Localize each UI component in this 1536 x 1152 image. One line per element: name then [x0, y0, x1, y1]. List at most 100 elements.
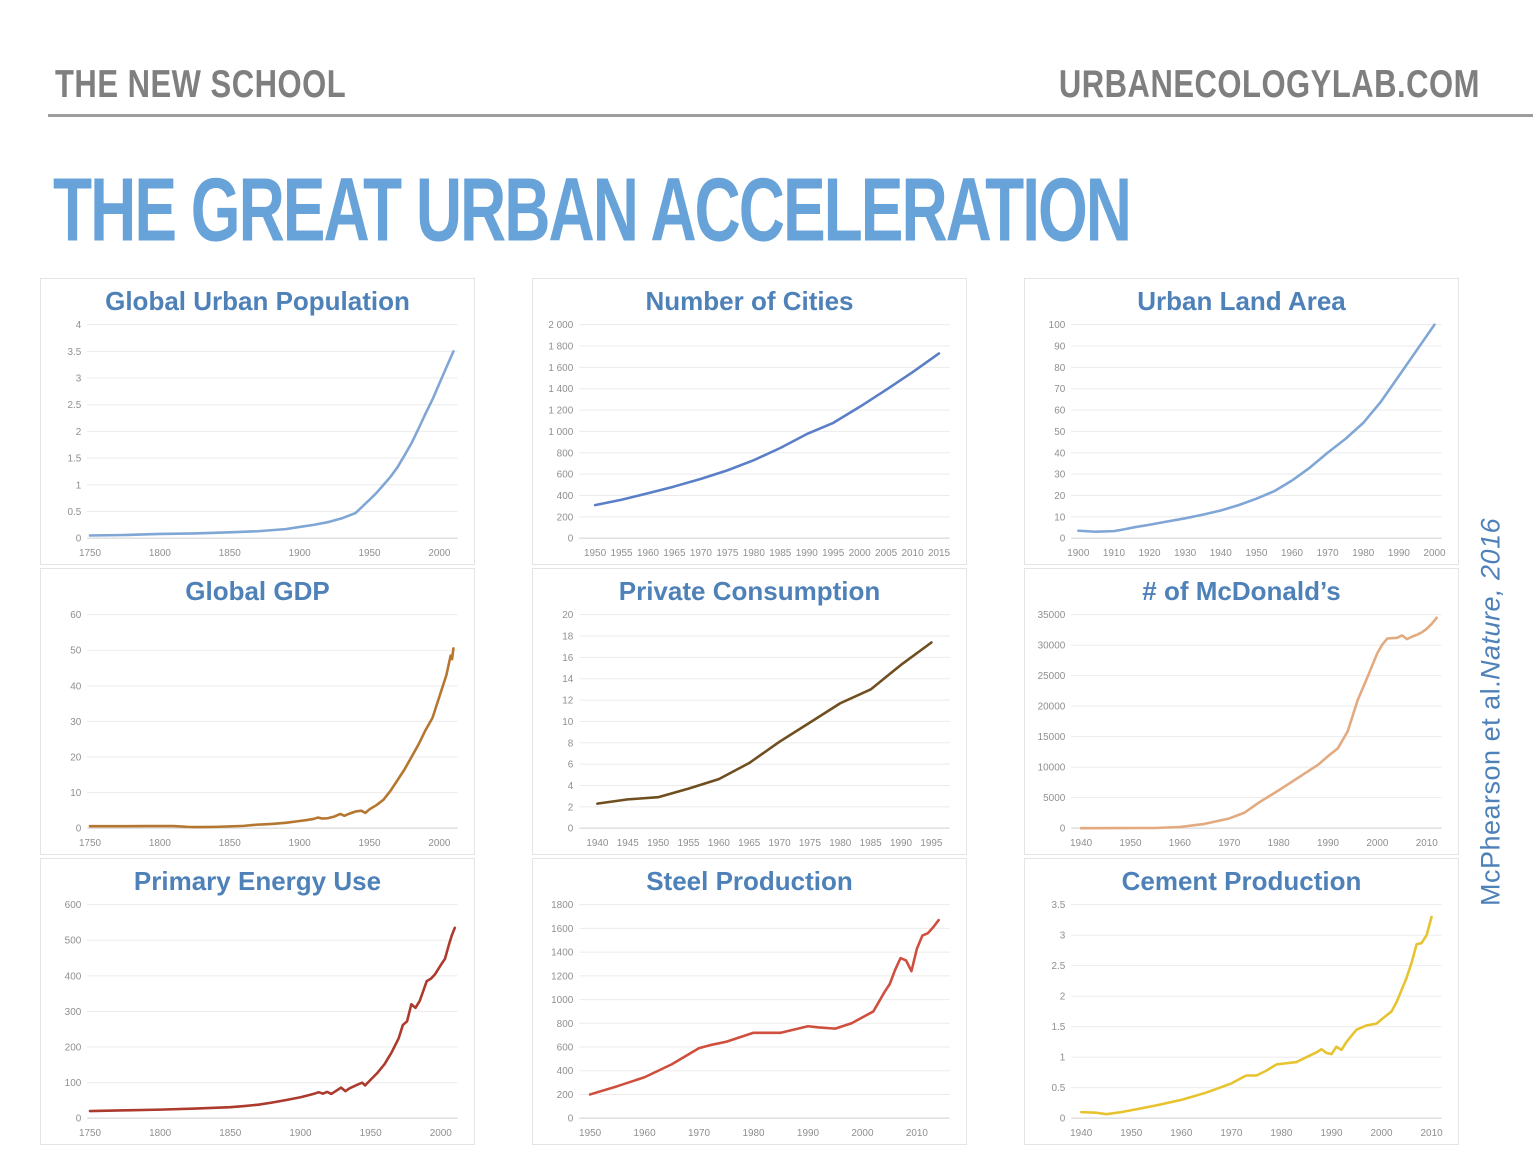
- svg-text:1900: 1900: [1067, 548, 1090, 559]
- svg-text:2000: 2000: [1370, 1128, 1393, 1139]
- chart-panel-mcdonalds-count: # of McDonald’s 0 5000 10000 15000 20000 2500…: [1024, 568, 1459, 855]
- svg-text:2 000: 2 000: [548, 320, 573, 331]
- svg-text:2: 2: [568, 802, 574, 813]
- svg-text:100: 100: [65, 1078, 82, 1089]
- chart-title: Primary Energy Use: [133, 866, 382, 896]
- chart-canvas: 0 0.5 1 1.5 2 2.5 3 3.5 1940 1950 1960 1970 1980 1990…: [1051, 900, 1443, 1139]
- header-divider: [48, 114, 1533, 117]
- svg-text:2000: 2000: [430, 1128, 453, 1139]
- svg-text:1800: 1800: [551, 900, 574, 911]
- svg-text:0: 0: [568, 534, 574, 545]
- svg-text:1900: 1900: [289, 838, 312, 849]
- svg-text:400: 400: [557, 491, 574, 502]
- svg-text:1970: 1970: [688, 1128, 711, 1139]
- svg-text:30: 30: [70, 717, 82, 728]
- chart-panel-urban-land-area: Urban Land Area 0 10 20 30 40 50 60 70 80 90 100 19…: [1024, 278, 1459, 565]
- chart-canvas: 0 10 20 30 40 50 60 1750 1800 1850 1900 1950 2000: [70, 610, 458, 849]
- chart-title: Steel Production: [646, 866, 853, 896]
- svg-text:1800: 1800: [149, 838, 172, 849]
- svg-text:1955: 1955: [610, 548, 633, 559]
- svg-text:2010: 2010: [902, 548, 925, 559]
- citation-source: Nature, 2016: [1475, 517, 1506, 680]
- svg-text:8: 8: [568, 738, 574, 749]
- chart-canvas: 0 0.5 1 1.5 2 2.5 3 3.5 4 1750 1800 1850 1900 1950 200…: [67, 320, 458, 559]
- svg-text:90: 90: [1054, 342, 1066, 353]
- svg-text:1985: 1985: [860, 838, 883, 849]
- svg-text:1940: 1940: [1210, 548, 1233, 559]
- svg-text:1850: 1850: [219, 548, 242, 559]
- svg-text:10000: 10000: [1038, 763, 1066, 774]
- svg-text:2000: 2000: [428, 548, 451, 559]
- svg-text:800: 800: [557, 448, 574, 459]
- svg-text:1 200: 1 200: [548, 406, 573, 417]
- svg-text:1940: 1940: [1070, 1128, 1093, 1139]
- chart-panel-global-urban-population: Global Urban Population 0 0.5 1 1.5 2 2.5 3 3.5…: [40, 278, 475, 565]
- svg-text:18: 18: [562, 632, 574, 643]
- svg-text:1975: 1975: [716, 548, 739, 559]
- svg-text:1200: 1200: [551, 971, 574, 982]
- svg-text:1970: 1970: [690, 548, 713, 559]
- svg-text:20: 20: [1054, 491, 1066, 502]
- svg-text:1 400: 1 400: [548, 384, 573, 395]
- svg-text:2.5: 2.5: [67, 400, 81, 411]
- svg-text:200: 200: [557, 1090, 574, 1101]
- svg-text:1960: 1960: [1281, 548, 1304, 559]
- chart-canvas: 0 200 400 600 800 1000 1200 1400 1600 1800 1950 196…: [551, 900, 950, 1139]
- svg-text:300: 300: [65, 1007, 82, 1018]
- svg-text:1800: 1800: [149, 1128, 172, 1139]
- svg-text:1950: 1950: [579, 1128, 602, 1139]
- svg-text:3: 3: [76, 374, 82, 385]
- svg-text:100: 100: [1049, 320, 1066, 331]
- svg-text:600: 600: [557, 1042, 574, 1053]
- chart-canvas: 0 5000 10000 15000 20000 25000 30000 35000 1940 1…: [1038, 610, 1442, 849]
- svg-text:20: 20: [562, 610, 574, 621]
- svg-text:1985: 1985: [769, 548, 792, 559]
- svg-text:2010: 2010: [906, 1128, 929, 1139]
- chart-panel-private-consumption: Private Consumption 0 2 4 6 8 10 12 14 16 18 20 194…: [532, 568, 967, 855]
- svg-text:1.5: 1.5: [1051, 1022, 1065, 1033]
- svg-text:1900: 1900: [289, 1128, 312, 1139]
- svg-text:15000: 15000: [1038, 732, 1066, 743]
- svg-text:60: 60: [70, 610, 82, 621]
- svg-text:10: 10: [562, 717, 574, 728]
- svg-text:10: 10: [1054, 512, 1066, 523]
- svg-text:2: 2: [76, 427, 82, 438]
- svg-text:4: 4: [76, 320, 82, 331]
- svg-text:1 800: 1 800: [548, 342, 573, 353]
- svg-text:5000: 5000: [1043, 793, 1066, 804]
- svg-text:40: 40: [70, 681, 82, 692]
- svg-text:600: 600: [557, 470, 574, 481]
- chart-title: Global Urban Population: [105, 286, 410, 316]
- chart-canvas: 0 10 20 30 40 50 60 70 80 90 100 1900 1910 1920 1930 19…: [1049, 320, 1446, 559]
- charts-grid: Global Urban Population 0 0.5 1 1.5 2 2.5 3 3.5…: [40, 278, 1459, 1145]
- svg-text:16: 16: [562, 653, 574, 664]
- svg-text:500: 500: [65, 936, 82, 947]
- svg-text:1920: 1920: [1139, 548, 1162, 559]
- svg-text:50: 50: [70, 646, 82, 657]
- chart-title: Urban Land Area: [1137, 286, 1346, 316]
- svg-text:1850: 1850: [219, 838, 242, 849]
- svg-text:0: 0: [76, 534, 82, 545]
- svg-text:1990: 1990: [1317, 838, 1340, 849]
- svg-text:1990: 1990: [796, 548, 819, 559]
- svg-text:200: 200: [65, 1042, 82, 1053]
- brand-left: THE NEW SCHOOL: [55, 62, 347, 106]
- svg-text:1950: 1950: [358, 548, 381, 559]
- svg-text:3.5: 3.5: [67, 347, 81, 358]
- svg-text:2000: 2000: [849, 548, 872, 559]
- svg-text:6: 6: [568, 760, 574, 771]
- svg-text:0: 0: [76, 824, 82, 835]
- svg-text:800: 800: [557, 1019, 574, 1030]
- svg-text:2: 2: [1060, 992, 1066, 1003]
- svg-text:30000: 30000: [1038, 641, 1066, 652]
- svg-text:2010: 2010: [1416, 838, 1439, 849]
- chart-panel-primary-energy-use: Primary Energy Use 0 100 200 300 400 500 600 17…: [40, 858, 475, 1145]
- svg-text:1400: 1400: [551, 948, 574, 959]
- chart-title: # of McDonald’s: [1142, 576, 1341, 606]
- svg-text:60: 60: [1054, 406, 1066, 417]
- svg-text:70: 70: [1054, 384, 1066, 395]
- svg-text:1750: 1750: [79, 548, 102, 559]
- svg-text:1995: 1995: [920, 838, 943, 849]
- svg-text:10: 10: [70, 788, 82, 799]
- svg-text:1990: 1990: [890, 838, 913, 849]
